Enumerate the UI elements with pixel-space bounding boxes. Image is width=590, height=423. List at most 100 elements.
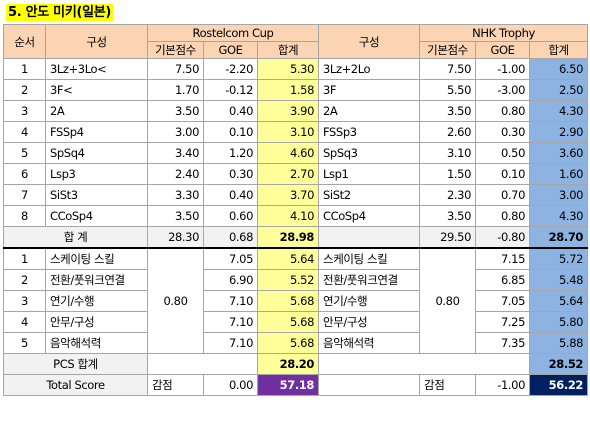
pcs-total-1: 28.20	[256, 353, 320, 375]
header-element: 구성	[45, 24, 148, 59]
component-name-2: 스케이팅 스킬	[318, 247, 421, 270]
component-total-1: 5.68	[256, 311, 320, 333]
element-goe-2: 0.50	[475, 142, 531, 164]
element-goe-2: -3.00	[475, 79, 531, 101]
tes-total-1: 28.98	[256, 226, 320, 249]
tes-goe-2: -0.80	[475, 226, 531, 249]
element-total-1: 4.60	[256, 142, 320, 164]
element-row: 4 FSSp4 3.00 0.10 3.10 FSSp3 2.60 0.30 2.90	[3, 121, 589, 143]
element-goe-2: 0.30	[475, 121, 531, 143]
element-base-2: 1.50	[419, 163, 477, 185]
element-goe-1: 1.20	[203, 142, 258, 164]
component-row: 2 전환/풋워크연결 6.90 5.52 전환/풋워크연결 6.85 5.48	[3, 269, 589, 291]
element-total-2: 2.50	[529, 79, 589, 101]
element-no: 7	[3, 184, 46, 206]
element-base-1: 3.00	[147, 121, 204, 143]
element-base-2: 7.50	[419, 58, 477, 80]
header-total-2: 합계	[529, 41, 589, 59]
components-body: 1 스케이팅 스킬 0.80 7.05 5.64 스케이팅 스킬 0.80 7.15 5.72 2…	[3, 247, 589, 354]
element-name-2: SpSq3	[318, 142, 421, 164]
element-goe-1: 0.40	[203, 100, 258, 122]
component-name-1: 안무/구성	[45, 311, 148, 333]
component-name-1: 연기/수행	[45, 290, 148, 312]
element-row: 6 Lsp3 2.40 0.30 2.70 Lsp1 1.50 0.10 1.60	[3, 163, 589, 185]
element-total-2: 2.90	[529, 121, 589, 143]
element-row: 3 2A 3.50 0.40 3.90 2A 3.50 0.80 4.30	[3, 100, 589, 122]
total-row: Total Score 감점 0.00 57.18 감점 -1.00 56.22	[3, 374, 589, 396]
element-total-2: 6.50	[529, 58, 589, 80]
element-total-2: 3.00	[529, 184, 589, 206]
header-no: 순서	[3, 24, 46, 59]
tes-goe-1: 0.68	[203, 226, 258, 249]
element-base-2: 3.50	[419, 205, 477, 227]
component-score-2: 6.85	[475, 269, 531, 291]
deduction-2: -1.00	[475, 374, 531, 396]
component-name-1: 스케이팅 스킬	[45, 247, 148, 270]
score-table: 순서 구성 Rostelcom Cup 구성 NHK Trophy 기본점수 G…	[3, 24, 589, 396]
element-name-1: SpSq4	[45, 142, 148, 164]
component-name-1: 음악해석력	[45, 332, 148, 354]
header-base-1: 기본점수	[147, 41, 204, 59]
component-no: 3	[3, 290, 46, 312]
component-total-2: 5.48	[529, 269, 589, 291]
element-goe-2: 0.10	[475, 163, 531, 185]
element-no: 5	[3, 142, 46, 164]
element-name-2: 3F	[318, 79, 421, 101]
component-name-2: 안무/구성	[318, 311, 421, 333]
total-blank	[318, 374, 421, 396]
element-goe-1: 0.40	[203, 184, 258, 206]
element-name-2: 2A	[318, 100, 421, 122]
element-no: 6	[3, 163, 46, 185]
element-goe-1: -2.20	[203, 58, 258, 80]
tes-label: 합 계	[3, 226, 148, 249]
component-score-1: 7.10	[203, 311, 258, 333]
header-base-2: 기본점수	[419, 41, 477, 59]
component-score-2: 7.05	[475, 290, 531, 312]
pcs-row: PCS 합계 28.20 28.52	[3, 353, 589, 375]
element-name-1: FSSp4	[45, 121, 148, 143]
component-no: 2	[3, 269, 46, 291]
element-base-1: 2.40	[147, 163, 204, 185]
pcs-label: PCS 합계	[3, 353, 148, 375]
element-name-2: Lsp1	[318, 163, 421, 185]
element-base-2: 2.30	[419, 184, 477, 206]
element-total-2: 1.60	[529, 163, 589, 185]
element-row: 2 3F< 1.70 -0.12 1.58 3F 5.50 -3.00 2.50	[3, 79, 589, 101]
element-base-1: 3.50	[147, 100, 204, 122]
element-name-1: 2A	[45, 100, 148, 122]
header-row-1: 순서 구성 Rostelcom Cup 구성 NHK Trophy	[3, 24, 589, 59]
header-row-2: 기본점수 GOE 합계 기본점수 GOE 합계	[4, 41, 589, 59]
pcs-factor-2: 0.80	[419, 247, 477, 354]
header-comp1: Rostelcom Cup	[146, 24, 320, 42]
elements-body: 1 3Lz+3Lo< 7.50 -2.20 5.30 3Lz+2Lo 7.50 -1.00 6.…	[3, 58, 589, 227]
tes-row: 합 계 28.30 0.68 28.98 29.50 -0.80 28.70	[3, 226, 589, 249]
component-total-2: 5.88	[529, 332, 589, 354]
component-no: 5	[3, 332, 46, 354]
pcs-blank-1	[147, 353, 258, 375]
component-score-1: 6.90	[203, 269, 258, 291]
element-goe-2: 0.80	[475, 100, 531, 122]
tes-base-1: 28.30	[147, 226, 204, 249]
component-total-1: 5.64	[256, 247, 320, 270]
element-base-2: 5.50	[419, 79, 477, 101]
component-row: 5 음악해석력 7.10 5.68 음악해석력 7.35 5.88	[3, 332, 589, 354]
element-total-1: 3.90	[256, 100, 320, 122]
element-total-1: 4.10	[256, 205, 320, 227]
deduction-1: 0.00	[203, 374, 258, 396]
component-total-1: 5.68	[256, 290, 320, 312]
element-row: 1 3Lz+3Lo< 7.50 -2.20 5.30 3Lz+2Lo 7.50 -1.00 6.…	[3, 58, 589, 80]
deduction-label-1: 감점	[147, 374, 204, 396]
element-base-1: 7.50	[147, 58, 204, 80]
total-score-2: 56.22	[529, 374, 589, 396]
element-goe-1: 0.30	[203, 163, 258, 185]
tes-blank	[318, 226, 421, 249]
component-total-1: 5.52	[256, 269, 320, 291]
element-no: 3	[3, 100, 46, 122]
component-total-2: 5.64	[529, 290, 589, 312]
header-goe-1: GOE	[203, 41, 258, 59]
element-total-1: 1.58	[256, 79, 320, 101]
deduction-label-2: 감점	[419, 374, 477, 396]
element-name-2: CCoSp4	[318, 205, 421, 227]
element-goe-1: -0.12	[203, 79, 258, 101]
element-name-1: CCoSp4	[45, 205, 148, 227]
